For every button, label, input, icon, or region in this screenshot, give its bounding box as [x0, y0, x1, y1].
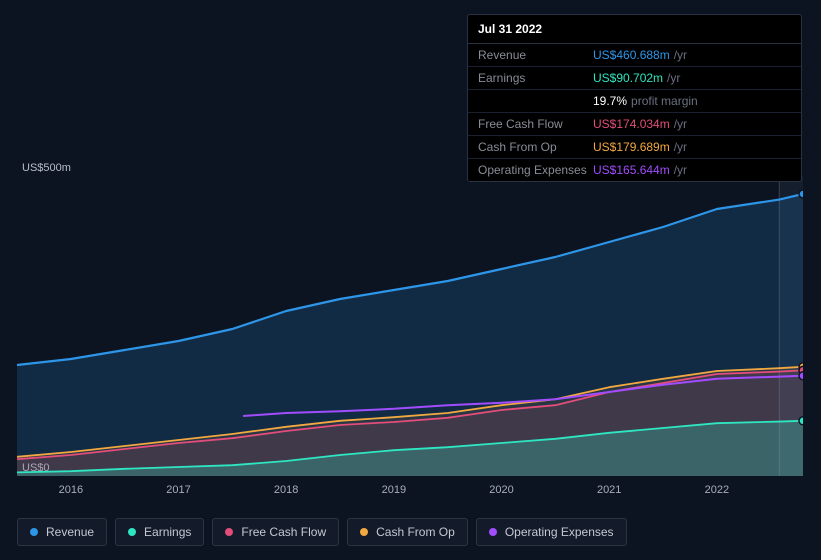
y-tick-label: US$500m	[22, 162, 71, 174]
x-tick-label: 2018	[274, 484, 298, 496]
legend-item-earnings[interactable]: Earnings	[115, 518, 204, 546]
x-tick-label: 2019	[382, 484, 406, 496]
legend: Revenue Earnings Free Cash Flow Cash From O…	[17, 518, 627, 546]
legend-item-label: Free Cash Flow	[241, 525, 326, 539]
tooltip-row-label: Operating Expenses	[478, 163, 593, 177]
legend-item-label: Cash From Op	[376, 525, 455, 539]
tooltip-row-value: US$165.644m/yr	[593, 163, 687, 177]
legend-dot-icon	[30, 528, 38, 536]
tooltip-row: RevenueUS$460.688m/yr	[468, 44, 801, 67]
series-end-marker-earnings	[799, 417, 803, 425]
series-end-marker-revenue	[799, 190, 803, 198]
tooltip-date: Jul 31 2022	[468, 15, 801, 44]
x-tick-label: 2017	[166, 484, 190, 496]
tooltip-row: EarningsUS$90.702m/yr	[468, 67, 801, 90]
legend-item-free_cash_flow[interactable]: Free Cash Flow	[212, 518, 339, 546]
x-tick-label: 2020	[489, 484, 513, 496]
legend-item-cash_from_op[interactable]: Cash From Op	[347, 518, 468, 546]
tooltip-row-label: Cash From Op	[478, 140, 593, 154]
tooltip-row-label: Earnings	[478, 71, 593, 85]
legend-dot-icon	[360, 528, 368, 536]
x-axis: 2016 2017 2018 2019 2020 2021 2022	[17, 484, 803, 500]
tooltip-row-label: Revenue	[478, 48, 593, 62]
tooltip-row: Cash From OpUS$179.689m/yr	[468, 136, 801, 159]
x-tick-label: 2021	[597, 484, 621, 496]
legend-item-revenue[interactable]: Revenue	[17, 518, 107, 546]
tooltip-row-value: US$90.702m/yr	[593, 71, 680, 85]
x-tick-label: 2016	[59, 484, 83, 496]
chart-plot	[17, 176, 803, 476]
tooltip-row-label: Free Cash Flow	[478, 117, 593, 131]
tooltip-row-value: US$460.688m/yr	[593, 48, 687, 62]
tooltip-row-label	[478, 94, 593, 108]
legend-dot-icon	[225, 528, 233, 536]
legend-item-operating_expenses[interactable]: Operating Expenses	[476, 518, 627, 546]
legend-item-label: Earnings	[144, 525, 191, 539]
tooltip-row-value: US$179.689m/yr	[593, 140, 687, 154]
tooltip-panel: Jul 31 2022 RevenueUS$460.688m/yrEarning…	[467, 14, 802, 182]
legend-item-label: Operating Expenses	[505, 525, 614, 539]
legend-dot-icon	[489, 528, 497, 536]
tooltip-row: Free Cash FlowUS$174.034m/yr	[468, 113, 801, 136]
series-end-marker-operating_expenses	[799, 372, 803, 380]
x-tick-label: 2022	[705, 484, 729, 496]
chart-svg	[17, 176, 803, 476]
tooltip-row-value: US$174.034m/yr	[593, 117, 687, 131]
legend-dot-icon	[128, 528, 136, 536]
legend-item-label: Revenue	[46, 525, 94, 539]
tooltip-row-value: 19.7%profit margin	[593, 94, 698, 108]
tooltip-row: Operating ExpensesUS$165.644m/yr	[468, 159, 801, 181]
tooltip-row: 19.7%profit margin	[468, 90, 801, 113]
tooltip-rows: RevenueUS$460.688m/yrEarningsUS$90.702m/…	[468, 44, 801, 181]
